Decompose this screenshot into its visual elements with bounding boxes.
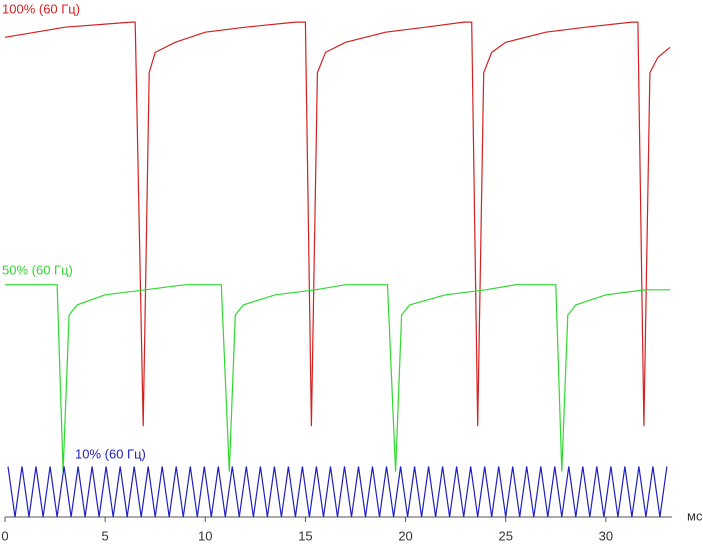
- series-label: 50% (60 Гц): [2, 262, 73, 277]
- x-tick-label: 10: [198, 528, 212, 543]
- x-tick-label: 15: [298, 528, 312, 543]
- x-axis-label: мс: [687, 508, 703, 523]
- x-tick-label: 20: [398, 528, 412, 543]
- x-tick-label: 30: [599, 528, 613, 543]
- series-line: [5, 284, 670, 472]
- x-tick-label: 0: [1, 528, 8, 543]
- series-line: [4, 21, 671, 427]
- series-label: 100% (60 Гц): [2, 1, 80, 16]
- x-tick-label: 5: [102, 528, 109, 543]
- series-line: [7, 466, 668, 518]
- series-label: 10% (60 Гц): [75, 446, 146, 461]
- x-tick-label: 25: [498, 528, 512, 543]
